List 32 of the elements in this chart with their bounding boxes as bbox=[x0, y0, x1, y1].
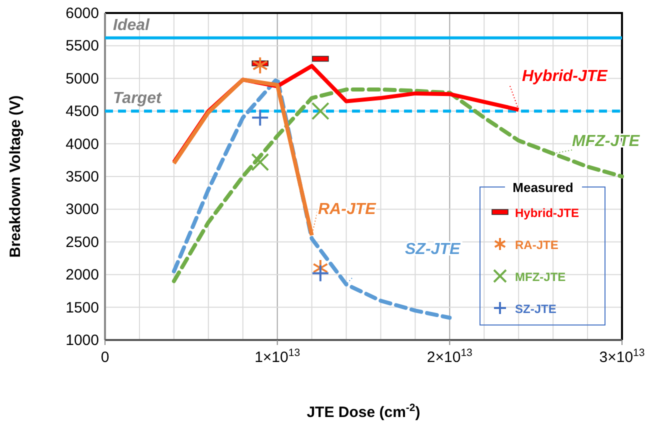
y-axis-title: Breakdown Voltage (V) bbox=[7, 95, 24, 258]
y-tick-label: 1500 bbox=[66, 299, 99, 316]
point bbox=[251, 108, 270, 127]
x-tick-label: 1×10$^{13}$ bbox=[254, 347, 300, 366]
y-tick-label: 2000 bbox=[66, 266, 99, 284]
x-axis-title: JTE Dose (cm$^{-2}$) bbox=[306, 402, 420, 421]
series-label: Hybrid-JTE bbox=[522, 68, 609, 85]
legend-title: Measured bbox=[512, 180, 574, 195]
y-tick-label: 4000 bbox=[66, 136, 99, 153]
text: SZ-JTE bbox=[405, 241, 462, 258]
legend-label: MFZ-JTE bbox=[515, 270, 566, 284]
y-tick-label: 6000 bbox=[66, 5, 99, 22]
y-tick-label: 1000 bbox=[66, 332, 99, 349]
y-tick-label: 3000 bbox=[66, 201, 99, 218]
legend-label: SZ-JTE bbox=[515, 302, 556, 316]
ref-line-label: Target bbox=[113, 90, 162, 108]
y-tick-label: 5500 bbox=[66, 38, 99, 55]
point bbox=[251, 153, 270, 172]
y-tick-label: 5000 bbox=[66, 70, 99, 88]
point bbox=[252, 56, 268, 74]
legend-label: RA-JTE bbox=[515, 238, 558, 252]
series-label: RA-JTE bbox=[318, 201, 378, 218]
x-tick-label: 3×10$^{13}$ bbox=[599, 347, 645, 366]
y-tick-label: 3500 bbox=[66, 168, 99, 186]
x-tick-label: 0 bbox=[100, 349, 110, 366]
y-tick-label: 2500 bbox=[66, 234, 99, 251]
legend-label: Hybrid-JTE bbox=[515, 206, 580, 220]
point bbox=[311, 264, 330, 282]
y-tick-label: 4500 bbox=[66, 103, 99, 120]
point bbox=[311, 102, 330, 120]
x-tick-label: 2×10$^{13}$ bbox=[426, 347, 473, 366]
ref-line-label: Ideal bbox=[113, 16, 150, 34]
